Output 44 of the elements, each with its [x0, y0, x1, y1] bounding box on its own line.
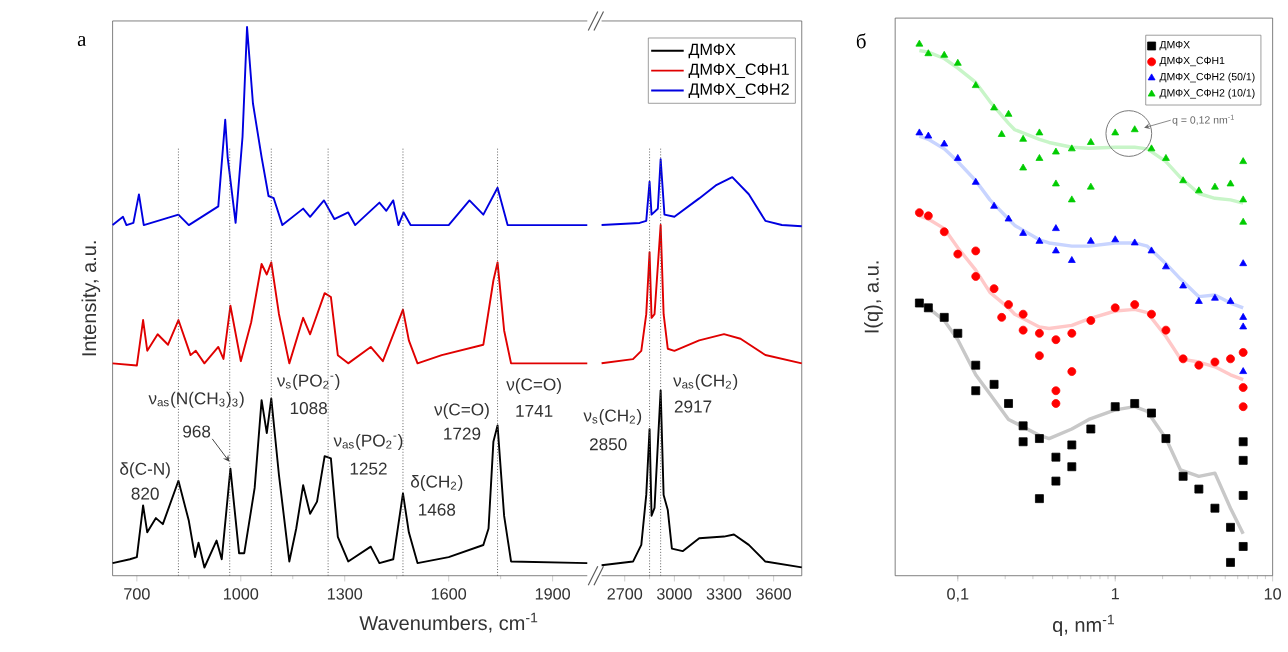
annotation: δ(C-N) [120, 462, 170, 479]
chart-title: а [77, 36, 87, 47]
x-axis-title: q, nm$^{-1}$ [1053, 614, 1114, 637]
annotation: 1252 [350, 462, 387, 475]
legend-label: ДМФХ [688, 43, 736, 59]
annotation: ν$_{as}$(CH$_{2}$) [673, 374, 738, 391]
legend-label: ДМФХ_СФН1 [1159, 56, 1225, 67]
x-tick-label: 700 [124, 588, 150, 600]
x-tick-label: 3000 [656, 588, 692, 600]
x-tick-label: 1 [1111, 588, 1119, 600]
legend-label: ДМФХ_СФН2 (10/1) [1159, 88, 1255, 99]
annotation: ν$_{s}$(CH$_{2}$) [583, 409, 642, 426]
x-tick-label: 1600 [431, 588, 467, 600]
x-tick-label: 3300 [706, 588, 742, 600]
x-tick-label: 3600 [756, 588, 792, 600]
x-axis-title: Wavenumbers, cm$^{-1}$ [359, 612, 538, 633]
x-tick-label: 0,1 [947, 588, 969, 602]
x-tick-label: 1300 [327, 588, 363, 600]
annotation: 2850 [589, 438, 627, 451]
annotation: 1088 [290, 402, 327, 415]
annotation: δ(CH$_{2}$) [410, 475, 463, 492]
annotation: 2917 [674, 400, 712, 413]
annotation: ν(C=O) [506, 378, 561, 395]
chart-title: б [856, 33, 866, 49]
annotation: ν(C=O) [434, 402, 489, 419]
annotation: q = 0,12 nm$^{-1}$ [1172, 114, 1234, 126]
legend-label: ДМФХ [1159, 40, 1190, 51]
y-axis-title: I(q), a.u. [864, 261, 883, 333]
x-tick-label: 1900 [535, 588, 571, 600]
legend-label: ДМФХ_СФН2 (50/1) [1159, 72, 1255, 83]
annotation: ν$_{as}$(PO$_{2}$$^{-}$) [333, 434, 403, 451]
annotation: 968 [183, 425, 211, 438]
annotation: 820 [131, 487, 159, 500]
x-tick-label: 1000 [224, 588, 259, 600]
annotation: ν$_{s}$(PO$_{2}$$^{-}$) [276, 374, 340, 391]
annotation: 1729 [444, 427, 481, 440]
annotation: 1741 [516, 405, 553, 417]
annotation: 1468 [419, 503, 456, 516]
y-axis-title: Intensity, a.u. [81, 241, 101, 356]
x-tick-label: 10 [1264, 588, 1281, 600]
annotation: ν$_{as}$(N(CH$_{3}$)$_{3}$) [148, 391, 244, 408]
legend-label: ДМФХ_СФН1 [688, 63, 789, 79]
legend-label: ДМФХ_СФН2 [688, 83, 789, 98]
x-tick-label: 2700 [607, 588, 643, 600]
